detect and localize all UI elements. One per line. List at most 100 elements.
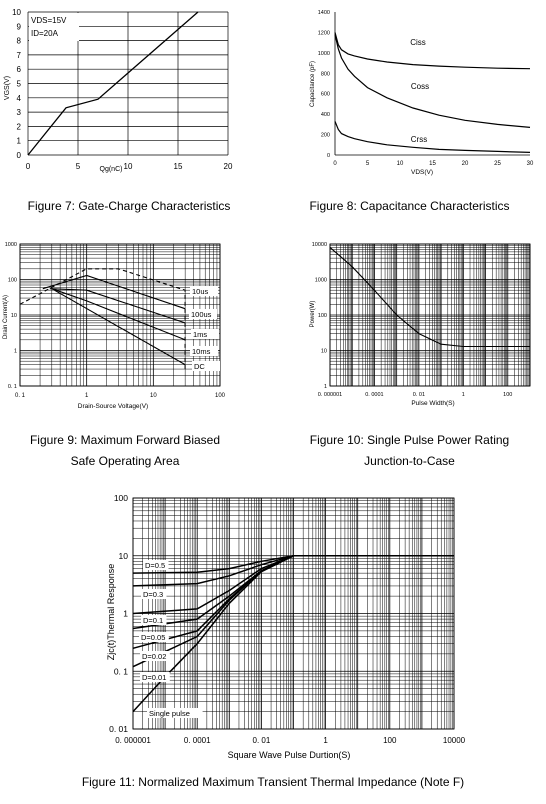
x-tick-label: 0. 01: [253, 736, 271, 745]
series-line: [51, 288, 186, 366]
y-tick-label: 1: [324, 384, 327, 390]
x-tick-label: 15: [174, 162, 183, 171]
y-axis-label: Power(W): [310, 301, 316, 328]
figure-11-caption: Figure 11: Normalized Maximum Transient …: [0, 772, 546, 793]
series-label: 100us: [191, 310, 212, 319]
x-tick-label: 1: [323, 736, 328, 745]
y-tick-label: 1000: [5, 242, 17, 248]
x-tick-label: 0: [26, 162, 31, 171]
x-tick-label: 0. 0001: [365, 392, 383, 398]
chart-gate-charge: 0 5 10 15 20012345678910Qg(nC)VGS(V)VDS=15VI…: [4, 8, 233, 173]
x-axis-label: Pulse Width(S): [411, 400, 454, 407]
figure-8-capacitance: 0 5 10 15 20 25 30 0 200 400 600 800 1000 1200 1400 VDS…: [273, 0, 546, 220]
series-label: D=0.01: [142, 673, 166, 682]
annotation-id: ID=20A: [31, 29, 59, 38]
x-tick-label: 10: [397, 161, 404, 167]
y-tick-label: 0: [327, 153, 330, 159]
series-label: DC: [194, 362, 205, 371]
series-label-bg: [139, 632, 169, 642]
series-label-bg: [191, 329, 219, 339]
y-tick-label: 0. 01: [109, 724, 128, 734]
series-label: 10us: [192, 287, 209, 296]
series-label: D=0.1: [143, 616, 163, 625]
chart-safe-operating-area: 0. 1 1 10 100 0. 1 1 10 100 1000 Drain-Source Vol…: [3, 242, 226, 410]
y-tick-label: 1400: [318, 10, 330, 16]
y-tick-label: 4: [17, 94, 22, 103]
x-tick-label: 5: [76, 162, 81, 171]
figure-9-caption: Figure 9: Maximum Forward Biased Safe Op…: [0, 430, 250, 472]
series-label-bg: [190, 286, 218, 296]
chart-capacitance: 0 5 10 15 20 25 30 0 200 400 600 800 1000 1200 1400 VDS…: [310, 10, 534, 176]
x-tick-label: 30: [527, 161, 534, 167]
x-tick-label: 0. 000001: [318, 392, 342, 398]
y-tick-label: 1000: [315, 278, 327, 284]
series-label: 1ms: [193, 330, 207, 339]
series-label-bg: [189, 309, 217, 319]
series-label-bg: [140, 672, 170, 682]
y-tick-label: 6: [17, 65, 22, 74]
figure-9-safe-operating-area: 0. 1 1 10 100 0. 1 1 10 100 1000 Drain-Source Vol…: [0, 232, 273, 472]
annotation-box: [29, 13, 79, 41]
chart-single-pulse-power: 0. 000001 0. 0001 0. 01 1 100 1 10 100 1000 10000…: [310, 242, 531, 407]
x-tick-label: 15: [429, 161, 436, 167]
figure-10-caption-line-1: Figure 10: Single Pulse Power Rating: [309, 433, 510, 447]
y-tick-label: 7: [17, 51, 22, 60]
x-tick-label: 10: [124, 162, 133, 171]
series-line: [329, 246, 530, 348]
y-tick-label: 1200: [318, 30, 330, 36]
figure-7-gate-charge: 0 5 10 15 20 0 1 2 3 4 5 6 7 8 9 10 Qg(nC) VGS(V) VDS=15V I…: [0, 0, 273, 220]
y-tick-label: 2: [17, 122, 22, 131]
series-label-bg: [147, 708, 203, 718]
y-tick-label: 600: [321, 92, 330, 98]
y-tick-label: 1000: [318, 51, 330, 57]
y-tick-label: 3: [17, 108, 22, 117]
series-label: D=0.5: [145, 561, 165, 570]
series-line: [334, 34, 531, 128]
y-tick-label: 10: [119, 551, 129, 561]
x-tick-label: 25: [494, 161, 501, 167]
figure-8-caption-line: Figure 8: Capacitance Characteristics: [309, 199, 510, 213]
figure-8-caption: Figure 8: Capacitance Characteristics: [273, 196, 546, 217]
y-tick-label: 10: [12, 8, 21, 17]
figure-10-caption-line-2: Junction-to-Case: [364, 454, 455, 468]
series-label-bg: [143, 560, 169, 570]
series-label-bg: [141, 589, 167, 599]
x-tick-label: 10: [150, 393, 157, 399]
figure-9-caption-line-2: Safe Operating Area: [70, 454, 180, 468]
series-label: D=0.05: [141, 633, 165, 642]
figure-7-caption-line: Figure 7: Gate-Charge Characteristics: [27, 199, 231, 213]
x-tick-label: 0. 1: [15, 393, 26, 399]
x-axis-label: VDS(V): [411, 169, 433, 176]
figure-11-caption-line: Figure 11: Normalized Maximum Transient …: [81, 775, 465, 789]
x-axis-label: Qg(nC): [100, 166, 123, 173]
figure-11-thermal-impedance: 0. 000001 0. 0001 0. 01 1 100 10000 0. 01 0. 1 1…: [0, 488, 546, 804]
series-label: D=0.02: [142, 652, 166, 661]
y-tick-label: 0. 1: [8, 384, 17, 390]
series-label: 10ms: [192, 347, 211, 356]
series-label-ciss: Ciss: [410, 38, 426, 47]
y-tick-label: 100: [114, 493, 128, 503]
series-label-bg: [140, 651, 170, 661]
x-tick-label: 20: [462, 161, 469, 167]
series-line: [334, 121, 531, 153]
x-tick-label: 100: [383, 736, 397, 745]
series-line: [27, 11, 199, 156]
series-label-coss: Coss: [411, 82, 429, 91]
y-tick-label: 800: [321, 71, 330, 77]
series-line: [49, 288, 186, 324]
y-tick-label: 200: [321, 133, 330, 139]
y-tick-label: 10: [11, 313, 17, 319]
y-tick-label: 10000: [312, 242, 327, 248]
y-tick-label: 1: [17, 137, 22, 146]
plot-frame: [329, 243, 531, 387]
series-label-bg: [141, 615, 167, 625]
y-tick-label: 10: [321, 349, 327, 355]
x-tick-label: 5: [366, 161, 370, 167]
x-axis-label: Square Wave Pulse Durtion(S): [228, 750, 351, 760]
x-tick-label: 0: [333, 161, 337, 167]
y-axis-label: Zjc(t)Thermal Response: [106, 564, 116, 661]
x-tick-label: 10000: [443, 736, 466, 745]
y-axis-label: Capacitance (pF): [310, 61, 316, 107]
x-tick-label: 1: [85, 393, 89, 399]
series-line: [19, 268, 186, 370]
